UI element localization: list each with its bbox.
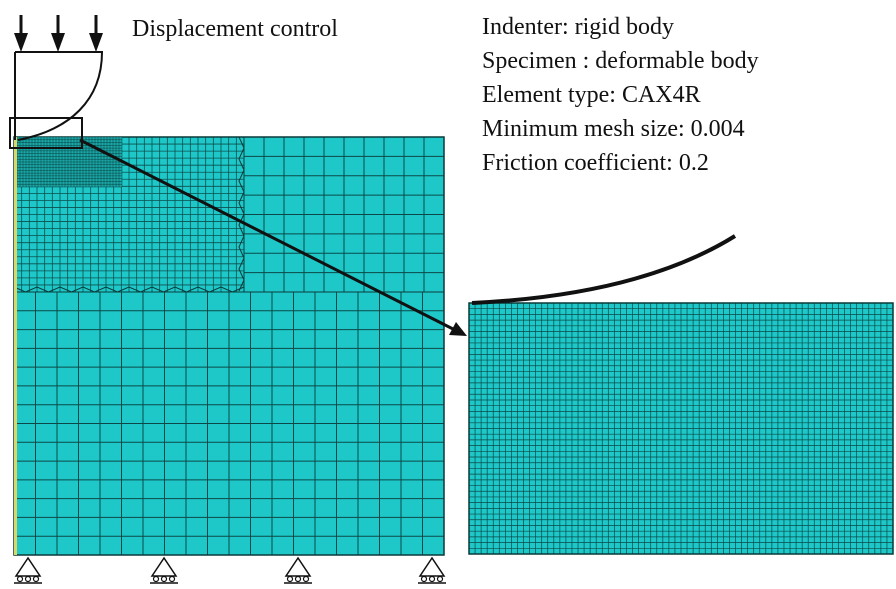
zoomed-fine-mesh xyxy=(468,302,894,555)
down-arrow-icon xyxy=(89,15,103,52)
zoomed-indenter-curve xyxy=(471,234,737,305)
roller-support-icon xyxy=(418,556,446,584)
roller-support-icon xyxy=(150,556,178,584)
roller-support-icon xyxy=(284,556,312,584)
symmetry-axis-edge xyxy=(14,137,17,555)
mesh-transition-zones xyxy=(13,136,245,293)
displacement-control-label: Displacement control xyxy=(132,16,338,42)
down-arrow-icon xyxy=(14,15,28,52)
spec-indenter: Indenter: rigid body xyxy=(482,14,674,40)
specimen-mesh xyxy=(13,136,445,556)
spec-mesh-size: Minimum mesh size: 0.004 xyxy=(482,116,745,142)
fine-mesh-region xyxy=(13,136,123,188)
spec-friction: Friction coefficient: 0.2 xyxy=(482,150,709,176)
zoom-region-box xyxy=(9,117,83,149)
displacement-arrows xyxy=(14,15,103,52)
zoom-arrow-icon xyxy=(79,138,467,336)
down-arrow-icon xyxy=(51,15,65,52)
indenter xyxy=(14,51,104,141)
spec-element-type: Element type: CAX4R xyxy=(482,82,701,108)
zoomed-contact-mesh xyxy=(468,302,894,555)
roller-support-icon xyxy=(14,556,42,584)
model-specifications: Indenter: rigid body Specimen : deformab… xyxy=(482,10,759,180)
roller-supports xyxy=(14,556,446,584)
indenter-profile xyxy=(15,51,104,141)
spec-specimen: Specimen : deformable body xyxy=(482,48,759,74)
